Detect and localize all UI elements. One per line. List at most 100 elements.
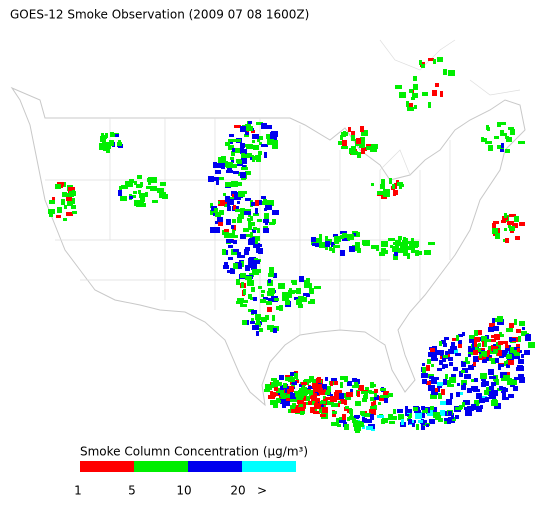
- smoke-pixel: [224, 232, 229, 238]
- smoke-pixel: [393, 254, 398, 260]
- smoke-pixel: [502, 396, 505, 399]
- smoke-pixel: [235, 182, 242, 186]
- smoke-pixel: [445, 351, 448, 355]
- smoke-pixel: [438, 393, 442, 399]
- smoke-pixel: [439, 360, 443, 365]
- smoke-pixel: [253, 260, 260, 264]
- smoke-pixel: [445, 418, 451, 424]
- smoke-pixel: [399, 92, 406, 98]
- legend-label: 1: [74, 484, 82, 498]
- smoke-pixel: [227, 270, 234, 273]
- smoke-pixel: [340, 399, 345, 404]
- smoke-pixel: [147, 178, 154, 182]
- smoke-pixel: [295, 407, 300, 413]
- smoke-pixel: [213, 162, 217, 168]
- smoke-pixel: [451, 374, 456, 378]
- smoke-pixel: [288, 409, 291, 413]
- smoke-pixel: [364, 241, 370, 246]
- smoke-pixel: [448, 357, 453, 361]
- smoke-pixel: [318, 388, 323, 393]
- smoke-pixel: [333, 245, 340, 248]
- smoke-pixel: [129, 196, 133, 199]
- smoke-pixel: [509, 323, 514, 328]
- smoke-pixel: [433, 59, 436, 64]
- smoke-pixel: [140, 197, 145, 202]
- smoke-pixel: [63, 218, 67, 221]
- smoke-pixel: [320, 401, 326, 404]
- smoke-pixel: [356, 232, 360, 237]
- smoke-pixel: [237, 201, 240, 204]
- smoke-pixel: [350, 413, 353, 418]
- smoke-pixel: [293, 403, 296, 407]
- smoke-pixel: [303, 293, 309, 296]
- smoke-pixel: [294, 373, 298, 379]
- smoke-pixel: [236, 279, 240, 285]
- smoke-pixel: [252, 269, 256, 275]
- smoke-pixel: [357, 391, 360, 397]
- smoke-pixel: [371, 144, 378, 149]
- smoke-pixel: [440, 410, 445, 416]
- smoke-pixel: [384, 397, 388, 403]
- smoke-pixel: [110, 132, 114, 137]
- smoke-pixel: [502, 397, 509, 400]
- smoke-pixel: [499, 332, 502, 335]
- smoke-pixel: [250, 222, 255, 226]
- smoke-pixel: [349, 409, 353, 413]
- smoke-pixel: [308, 401, 312, 405]
- smoke-pixel: [339, 417, 342, 422]
- smoke-pixel: [448, 70, 455, 76]
- smoke-pixel: [282, 297, 289, 301]
- smoke-pixel: [150, 186, 157, 191]
- smoke-pixel: [291, 409, 298, 413]
- smoke-pixel: [347, 381, 352, 386]
- smoke-pixel: [377, 415, 384, 418]
- smoke-pixel: [519, 222, 525, 226]
- smoke-pixel: [493, 221, 499, 224]
- smoke-pixel: [222, 230, 226, 235]
- smoke-pixel: [344, 376, 348, 382]
- smoke-pixel: [446, 380, 451, 385]
- smoke-pixel: [287, 394, 292, 398]
- smoke-pixel: [235, 209, 242, 212]
- smoke-pixel: [240, 143, 245, 148]
- smoke-pixel: [278, 283, 285, 289]
- smoke-pixel: [357, 244, 360, 249]
- smoke-pixel: [458, 334, 463, 337]
- smoke-pixel: [392, 246, 399, 252]
- smoke-pixel: [253, 297, 257, 301]
- smoke-pixel: [522, 327, 525, 330]
- smoke-pixel: [282, 402, 286, 408]
- smoke-pixel: [364, 393, 368, 399]
- smoke-pixel: [351, 131, 355, 135]
- smoke-pixel: [312, 243, 315, 246]
- smoke-pixel: [471, 386, 478, 391]
- smoke-pixel: [361, 149, 365, 154]
- smoke-pixel: [233, 249, 239, 252]
- smoke-pixel: [223, 193, 226, 196]
- smoke-pixel: [61, 199, 65, 205]
- smoke-pixel: [350, 389, 353, 392]
- smoke-pixel: [469, 339, 474, 343]
- smoke-pixel: [399, 186, 402, 189]
- smoke-pixel: [332, 411, 337, 414]
- smoke-pixel: [497, 122, 501, 127]
- smoke-pixel: [403, 250, 408, 256]
- smoke-pixel: [215, 221, 218, 224]
- smoke-pixel: [269, 325, 272, 328]
- smoke-pixel: [271, 382, 276, 388]
- smoke-pixel: [314, 286, 321, 289]
- smoke-pixel: [456, 392, 460, 397]
- smoke-pixel: [319, 240, 322, 243]
- smoke-pixel: [471, 404, 476, 408]
- smoke-pixel: [137, 175, 142, 179]
- smoke-pixel: [301, 382, 307, 385]
- smoke-pixel: [472, 343, 475, 349]
- smoke-pixel: [268, 298, 272, 301]
- smoke-pixel: [55, 184, 61, 189]
- smoke-pixel: [482, 341, 485, 347]
- smoke-pixel: [494, 136, 499, 139]
- smoke-pixel: [309, 376, 314, 382]
- smoke-pixel: [482, 357, 487, 363]
- smoke-pixel: [266, 125, 272, 129]
- smoke-pixel: [486, 387, 489, 392]
